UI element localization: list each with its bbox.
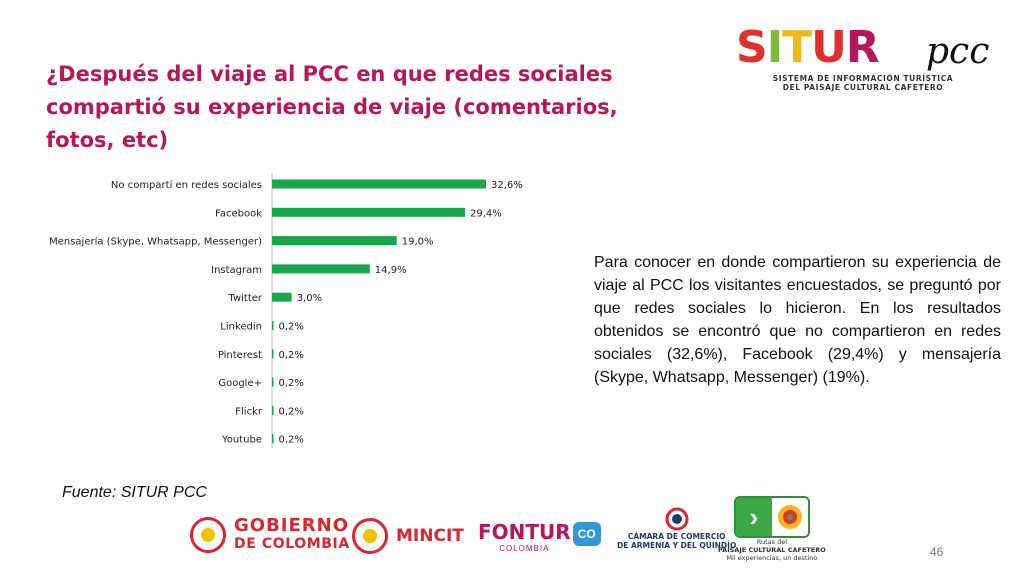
data-label: 3,0% [297, 293, 322, 304]
co-badge: CO [572, 521, 601, 546]
gobierno-colombia-logo: GOBIERNO DE COLOMBIA [190, 516, 350, 554]
bar [272, 434, 274, 444]
category-label: Youtube [221, 435, 262, 446]
category-label: Mensajería (Skype, Whatsapp, Messenger) [49, 236, 262, 248]
bar [272, 292, 292, 302]
bar [272, 349, 274, 359]
slide-description: Para conocer en donde compartieron su ex… [594, 254, 1001, 386]
page-number: 46 [930, 545, 944, 559]
data-label: 0,2% [279, 322, 304, 333]
mincit-logo: MINCIT [352, 518, 464, 554]
category-label: Twitter [227, 293, 262, 304]
situr-pcc-suffix: pcc [926, 31, 990, 72]
bar [272, 236, 397, 246]
mincit-seal-icon [352, 518, 388, 554]
data-label: 0,2% [279, 406, 304, 417]
category-label: Facebook [215, 208, 262, 219]
fontur-subtitle: COLOMBIA [499, 544, 550, 553]
bar [272, 207, 465, 217]
rutas-line3: Mil experiencias, un destino [726, 554, 818, 562]
colombia-seal-icon [190, 517, 226, 553]
category-label: Flickr [235, 406, 263, 417]
situr-subtitle: SISTEMA DE INFORMACIÓN TURÍSTICA DEL PAI… [738, 74, 988, 92]
category-label: Linkedin [220, 322, 262, 333]
situr-brand-wordmark: SITUR [736, 22, 880, 74]
bar [272, 377, 274, 387]
data-label: 19,0% [402, 237, 434, 248]
category-label: No compartí en redes sociales [111, 179, 262, 191]
brand-letter: U [811, 22, 847, 73]
brand-letter: I [766, 22, 783, 73]
source-note: Fuente: SITUR PCC [62, 484, 207, 501]
data-label: 0,2% [279, 350, 304, 361]
category-label: Google+ [218, 378, 262, 389]
camara-comercio-logo: CÁMARA DE COMERCIO DE ARMENIA Y DEL QUIN… [617, 506, 736, 550]
bar-chart: No compartí en redes sociales 32,6% Facebo… [49, 173, 523, 449]
brand-letter: T [782, 22, 812, 73]
brand-letter: R [845, 22, 880, 73]
data-label: 14,9% [375, 265, 407, 276]
rutas-pcc-logo: › Rutas del PAISAJE CULTURAL CAFETERO Mi… [718, 496, 826, 562]
data-label: 29,4% [470, 208, 502, 219]
camara-line2: DE ARMENIA Y DEL QUINDÍO [617, 541, 737, 550]
category-label: Instagram [211, 265, 262, 276]
brand-letter: S [736, 22, 768, 73]
rutas-line2: PAISAJE CULTURAL CAFETERO [718, 546, 826, 554]
data-label: 0,2% [279, 435, 304, 446]
fontur-logo: FONTUR COLOMBIA CO [478, 520, 601, 553]
gobierno-line1: GOBIERNO [234, 515, 350, 536]
bar [272, 405, 274, 415]
rutas-badge-icon: › [733, 496, 810, 538]
rutas-line1: Rutas del [756, 538, 788, 546]
situr-subtitle-line2: DEL PAISAJE CULTURAL CAFETERO [782, 83, 944, 92]
gobierno-line2: DE COLOMBIA [234, 536, 350, 552]
bar [272, 264, 370, 274]
situr-pcc-logo: SITUR pcc SISTEMA DE INFORMACIÓN TURÍSTI… [736, 22, 1006, 94]
camara-line1: CÁMARA DE COMERCIO [627, 532, 726, 541]
situr-subtitle-line1: SISTEMA DE INFORMACIÓN TURÍSTICA [772, 74, 954, 83]
fontur-text: FONTUR [478, 520, 571, 544]
camara-swirl-icon [665, 507, 689, 531]
rutas-emblem-icon [777, 505, 802, 529]
category-label: Pinterest [218, 350, 262, 361]
slide-title: ¿Después del viaje al PCC en que redes s… [46, 62, 618, 152]
bar [272, 179, 486, 189]
footer-logos: GOBIERNO DE COLOMBIA MINCIT FONTUR COLOM… [0, 496, 1024, 576]
data-label: 32,6% [491, 180, 523, 191]
bar [272, 321, 274, 330]
data-label: 0,2% [279, 378, 304, 389]
mincit-text: MINCIT [396, 526, 464, 546]
